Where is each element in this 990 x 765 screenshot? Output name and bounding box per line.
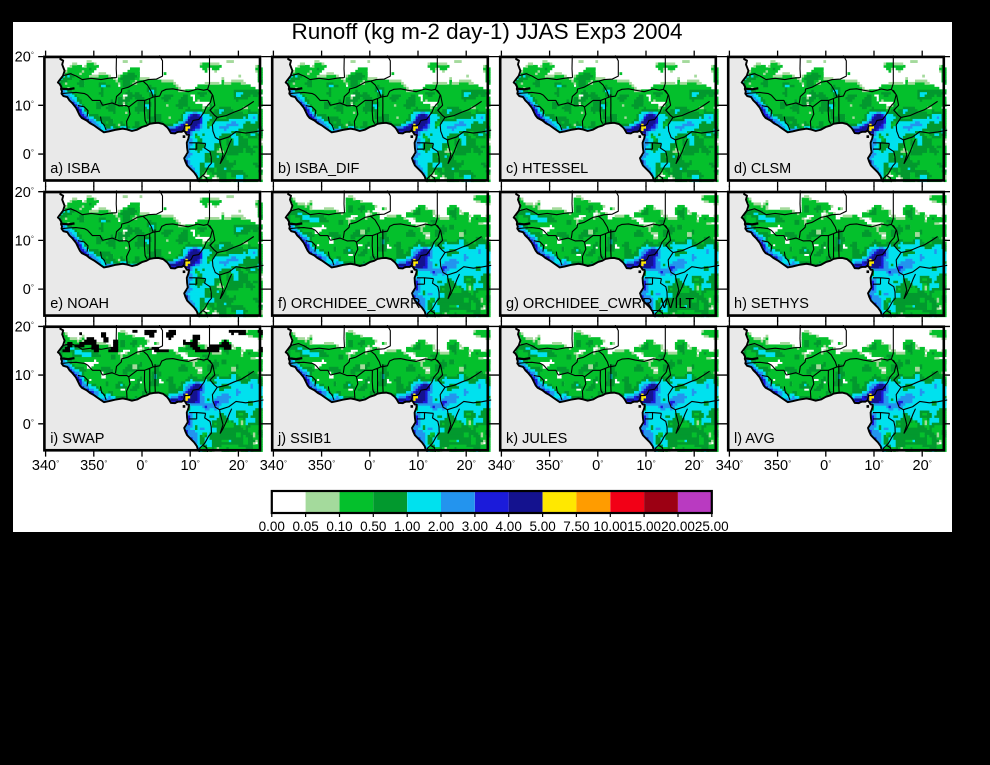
svg-text:b) ISBA_DIF: b) ISBA_DIF <box>278 161 360 177</box>
svg-text:10◦: 10◦ <box>864 456 883 474</box>
svg-text:0◦: 0◦ <box>23 415 34 433</box>
svg-text:i) SWAP: i) SWAP <box>50 431 104 447</box>
svg-text:Runoff (kg m-2 day-1) JJAS Exp: Runoff (kg m-2 day-1) JJAS Exp3 2004 <box>291 19 682 44</box>
svg-text:20◦: 20◦ <box>913 456 932 474</box>
svg-text:10◦: 10◦ <box>636 456 655 474</box>
svg-text:15.00: 15.00 <box>627 519 661 534</box>
svg-text:20◦: 20◦ <box>15 48 34 66</box>
svg-text:0.05: 0.05 <box>292 519 318 534</box>
svg-text:10◦: 10◦ <box>408 456 427 474</box>
svg-text:0.00: 0.00 <box>259 519 285 534</box>
svg-text:f) ORCHIDEE_CWRR: f) ORCHIDEE_CWRR <box>278 296 421 312</box>
svg-text:350◦: 350◦ <box>308 456 335 474</box>
svg-text:c) HTESSEL: c) HTESSEL <box>506 161 588 177</box>
svg-text:340◦: 340◦ <box>260 456 287 474</box>
svg-text:d) CLSM: d) CLSM <box>734 161 791 177</box>
svg-text:350◦: 350◦ <box>764 456 791 474</box>
svg-text:20◦: 20◦ <box>229 456 248 474</box>
svg-text:20◦: 20◦ <box>685 456 704 474</box>
svg-text:0◦: 0◦ <box>23 145 34 163</box>
svg-text:20◦: 20◦ <box>15 183 34 201</box>
svg-text:l) AVG: l) AVG <box>734 431 775 447</box>
svg-text:h) SETHYS: h) SETHYS <box>734 296 809 312</box>
svg-text:20◦: 20◦ <box>15 318 34 336</box>
svg-text:g) ORCHIDEE_CWRR_WILT: g) ORCHIDEE_CWRR_WILT <box>506 296 694 312</box>
svg-text:1.00: 1.00 <box>394 519 420 534</box>
svg-text:20◦: 20◦ <box>457 456 476 474</box>
svg-text:340◦: 340◦ <box>32 456 59 474</box>
svg-text:0◦: 0◦ <box>23 280 34 298</box>
svg-text:0◦: 0◦ <box>136 456 147 474</box>
svg-text:340◦: 340◦ <box>488 456 515 474</box>
svg-text:j) SSIB1: j) SSIB1 <box>277 431 331 447</box>
svg-text:0◦: 0◦ <box>364 456 375 474</box>
svg-text:0◦: 0◦ <box>820 456 831 474</box>
svg-text:3.00: 3.00 <box>462 519 488 534</box>
svg-text:340◦: 340◦ <box>716 456 743 474</box>
svg-text:10◦: 10◦ <box>181 456 200 474</box>
svg-text:25.00: 25.00 <box>695 519 729 534</box>
svg-text:a) ISBA: a) ISBA <box>50 161 100 177</box>
svg-text:5.00: 5.00 <box>529 519 555 534</box>
svg-text:10.00: 10.00 <box>593 519 627 534</box>
svg-text:2.00: 2.00 <box>428 519 454 534</box>
svg-text:20.00: 20.00 <box>661 519 695 534</box>
svg-text:10◦: 10◦ <box>15 96 34 114</box>
svg-text:7.50: 7.50 <box>563 519 589 534</box>
svg-text:0.10: 0.10 <box>326 519 352 534</box>
svg-text:e) NOAH: e) NOAH <box>50 296 109 312</box>
svg-text:350◦: 350◦ <box>536 456 563 474</box>
svg-text:0◦: 0◦ <box>592 456 603 474</box>
svg-text:10◦: 10◦ <box>15 231 34 249</box>
svg-text:10◦: 10◦ <box>15 366 34 384</box>
svg-text:4.00: 4.00 <box>496 519 522 534</box>
svg-text:0.50: 0.50 <box>360 519 386 534</box>
svg-text:350◦: 350◦ <box>80 456 107 474</box>
svg-text:k) JULES: k) JULES <box>506 431 567 447</box>
